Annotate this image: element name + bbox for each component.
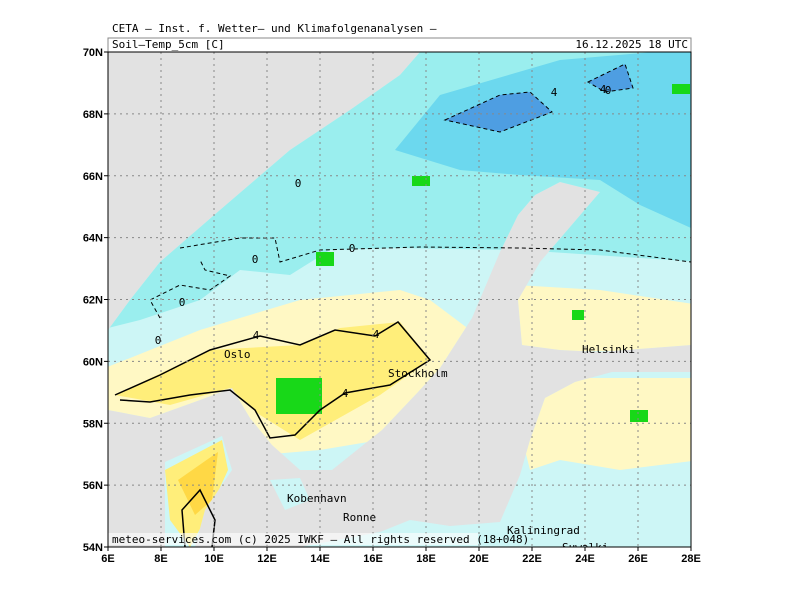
contour-label: 0 [179, 296, 186, 309]
lon-label: 14E [310, 553, 330, 565]
contour-label: 4 [253, 329, 260, 342]
place-label: Helsinki [582, 343, 635, 356]
lon-label: 20E [469, 553, 489, 565]
contour-label: 4 [373, 328, 380, 341]
lon-label: 26E [628, 553, 648, 565]
place-label: Suwalki [562, 541, 608, 554]
contour-label: 0 [605, 84, 612, 97]
lat-label: 62N [83, 295, 103, 307]
place-label: Kobenhavn [287, 492, 347, 505]
lon-label: 28E [681, 553, 701, 565]
contour-label: 4 [600, 83, 607, 96]
lon-label: 24E [575, 553, 595, 565]
graticule [108, 52, 691, 547]
map-labels: Oslo Stockholm Helsinki Kobenhavn Ronne Kalin… [155, 83, 635, 554]
contour-four [181, 488, 216, 547]
place-label: Stockholm [388, 367, 448, 380]
lon-label: 6E [101, 553, 114, 565]
valid-time: 16.12.2025 18 UTC [575, 38, 688, 51]
lon-label: 22E [522, 553, 542, 565]
contour-label: 0 [252, 253, 259, 266]
lat-label: 58N [83, 418, 103, 430]
contour-label: 0 [349, 242, 356, 255]
lat-label: 60N [83, 356, 103, 368]
place-label: Ronne [343, 511, 376, 524]
contour-label: 0 [155, 334, 162, 347]
place-label: Kaliningrad [507, 524, 580, 537]
header-institution: CETA – Inst. f. Wetter– und Klimafolgena… [112, 22, 437, 35]
lat-label: 64N [83, 233, 103, 245]
lon-label: 8E [154, 553, 167, 565]
place-label: Oslo [224, 348, 251, 361]
lon-label: 18E [416, 553, 436, 565]
contour-zero [149, 63, 634, 319]
lon-label: 12E [257, 553, 277, 565]
lat-label: 70N [83, 47, 103, 59]
axis-ticks: 6E 8E 10E 12E 14E 16E 18E 20E 22E 24E 26E 28E 54N 56N… [83, 47, 701, 565]
contour-label: 0 [295, 177, 302, 190]
lat-label: 66N [83, 171, 103, 183]
lon-label: 16E [363, 553, 383, 565]
contour-label: 4 [551, 86, 558, 99]
lat-label: 68N [83, 109, 103, 121]
lon-label: 10E [204, 553, 224, 565]
contour-label: 4 [342, 387, 349, 400]
field-name: Soil–Temp_5cm [C] [112, 38, 225, 51]
lat-label: 54N [83, 542, 103, 554]
map-area: Oslo Stockholm Helsinki Kobenhavn Ronne Kalin… [108, 52, 691, 554]
contour-four [114, 321, 432, 439]
lat-label: 56N [83, 480, 103, 492]
footer: meteo-services.com (c) 2025 IWKF – All r… [112, 533, 529, 546]
